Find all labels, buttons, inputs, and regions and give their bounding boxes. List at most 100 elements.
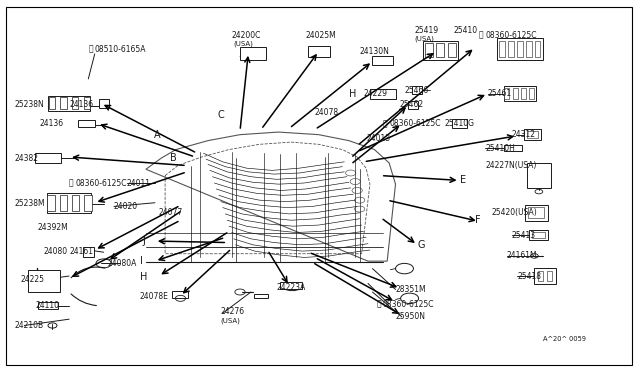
Text: Ⓢ: Ⓢ [69,179,74,187]
Text: 25410H: 25410H [485,144,515,153]
Bar [436,43,444,57]
Bar [508,41,514,57]
Text: 24136: 24136 [40,119,64,128]
Text: 24110: 24110 [35,301,60,310]
Text: Ⓢ: Ⓢ [88,45,93,54]
Text: B: B [170,153,177,163]
Bar [529,230,548,240]
Bar [535,41,540,57]
Bar [38,302,58,309]
Bar [499,41,505,57]
Text: 24130N: 24130N [360,47,390,56]
Text: 24210B: 24210B [14,321,44,330]
Bar [47,193,91,213]
Text: 25418: 25418 [517,272,541,280]
Bar [422,41,458,60]
Bar [61,97,67,109]
Text: 25466: 25466 [404,86,429,94]
Text: 25410: 25410 [453,26,477,35]
Text: 24011: 24011 [127,179,151,187]
Bar [84,97,90,109]
Bar [504,88,509,99]
Bar [49,96,90,111]
Bar [534,268,556,284]
Text: 08360-6125C: 08360-6125C [76,179,127,187]
Text: Ⓢ: Ⓢ [376,300,381,309]
Text: 25420(USA): 25420(USA) [492,208,537,217]
Text: J: J [142,236,145,246]
Bar [532,232,545,238]
Text: 08360-6125C: 08360-6125C [485,31,536,40]
Text: Ⓢ: Ⓢ [383,119,387,128]
Text: G: G [417,240,425,250]
Bar [372,55,393,65]
Text: 24200C: 24200C [232,31,261,40]
Bar [72,97,78,109]
Text: H: H [349,89,356,99]
Text: 25410G: 25410G [445,119,475,128]
Bar [538,271,543,281]
Text: 24078E: 24078E [140,292,168,301]
Text: 25461: 25461 [488,89,512,98]
Text: E: E [460,176,466,185]
Text: H: H [140,272,147,282]
Bar [448,43,456,57]
Bar [517,41,523,57]
Text: 08360-6125C: 08360-6125C [383,300,434,309]
Bar [452,119,467,128]
Text: 25950N: 25950N [396,312,426,321]
Text: 24276: 24276 [221,307,245,316]
Text: 24025M: 24025M [306,31,337,40]
Bar [525,205,548,221]
Text: 24161M: 24161M [507,251,538,260]
Bar [524,129,541,140]
Bar [280,282,303,289]
Text: 24136: 24136 [69,100,93,109]
Bar [504,145,522,151]
Bar [529,88,534,99]
Text: Ⓢ: Ⓢ [479,31,483,40]
Text: 08360-6125C: 08360-6125C [389,119,440,128]
Text: (USA): (USA) [234,41,253,47]
Bar [526,41,532,57]
Bar [425,43,433,57]
Bar [35,153,61,163]
Bar [370,89,396,99]
Text: 24382: 24382 [14,154,38,163]
Text: (USA): (USA) [415,36,435,42]
Text: 24223A: 24223A [276,283,306,292]
Text: 25238N: 25238N [14,100,44,109]
Text: F: F [475,215,481,225]
Bar [529,207,545,218]
Bar [254,294,268,298]
Text: 25462: 25462 [400,100,424,109]
Bar [60,195,67,211]
Bar [47,195,55,211]
Text: 24080A: 24080A [108,259,137,268]
Text: 24312: 24312 [512,130,536,139]
Text: (USA): (USA) [221,317,241,324]
Text: 24225: 24225 [20,275,45,284]
Bar [408,101,418,109]
Text: 25419: 25419 [415,26,439,35]
Bar [83,247,94,257]
Text: 24392M: 24392M [37,223,68,232]
Bar [99,99,109,108]
Text: 24077: 24077 [159,208,183,217]
Bar [497,38,543,60]
Bar [240,47,266,60]
Text: 24013: 24013 [366,134,390,143]
Bar [78,120,95,127]
Bar [547,271,552,281]
Text: A: A [154,130,160,140]
Text: 24080: 24080 [44,247,68,256]
Bar [49,97,56,109]
Bar [72,195,79,211]
Text: I: I [140,256,142,266]
Bar [513,88,518,99]
Text: 24227N(USA): 24227N(USA) [485,161,536,170]
Text: 24020: 24020 [114,202,138,211]
Bar [412,86,422,94]
Bar [527,131,538,138]
Text: 24161: 24161 [69,247,93,256]
